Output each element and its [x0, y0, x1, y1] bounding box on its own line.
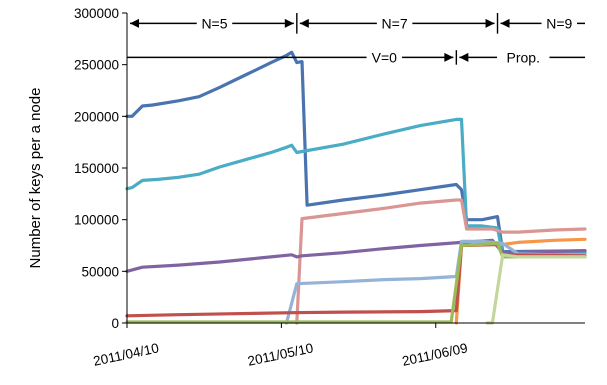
- y-tick-label: 100000: [74, 213, 119, 228]
- annotation-arrowhead-left-2: [299, 18, 309, 28]
- annotation-arrowhead-left-1: [130, 18, 139, 28]
- x-tick-label: 2011/05/10: [246, 340, 314, 369]
- y-tick-label: 250000: [74, 58, 119, 73]
- annotation-arrowhead-right-2: [485, 18, 495, 28]
- y-axis-tick-labels: 0 50000 100000 150000 200000 250000 300000: [74, 6, 119, 331]
- series-line-3: [295, 198, 587, 325]
- x-tick-label: 2011/04/10: [92, 340, 160, 369]
- axes: [122, 12, 585, 328]
- series-lines: [125, 50, 587, 325]
- annotation-arrowhead-right-1: [284, 18, 294, 28]
- annotation-arrowhead-right-4: [444, 52, 454, 62]
- annotation-label-4: V=0: [372, 49, 398, 65]
- annotations: N=5 N=7 N=9 V=0 Prop.: [127, 13, 585, 67]
- y-tick-label: 300000: [74, 6, 119, 21]
- y-tick-label: 0: [111, 316, 119, 331]
- annotation-label-bg-2: [376, 14, 413, 33]
- x-axis-tick-labels: 2011/04/10 2011/05/10 2011/06/09: [92, 340, 469, 369]
- y-axis-title: Number of keys per a node: [27, 88, 44, 269]
- series-line-2: [125, 117, 587, 257]
- annotation-label-bg-4: [366, 48, 403, 67]
- x-tick-label: 2011/06/09: [401, 340, 469, 369]
- annotation-arrowhead-left-5: [459, 52, 469, 62]
- series-line-9: [485, 253, 587, 325]
- y-tick-label: 150000: [74, 161, 119, 176]
- y-tick-label: 50000: [81, 264, 119, 279]
- annotation-label-3: N=9: [546, 15, 572, 31]
- annotation-label-bg-1: [196, 14, 233, 33]
- annotation-arrowhead-left-3: [500, 18, 510, 28]
- annotation-label-bg-3: [541, 14, 578, 33]
- annotation-label-1: N=5: [201, 15, 227, 31]
- y-tick-label: 200000: [74, 109, 119, 124]
- series-line-1: [125, 50, 587, 254]
- annotation-label-2: N=7: [382, 15, 408, 31]
- annotation-label-5: Prop.: [507, 49, 540, 65]
- annotation-label-bg-5: [496, 48, 550, 67]
